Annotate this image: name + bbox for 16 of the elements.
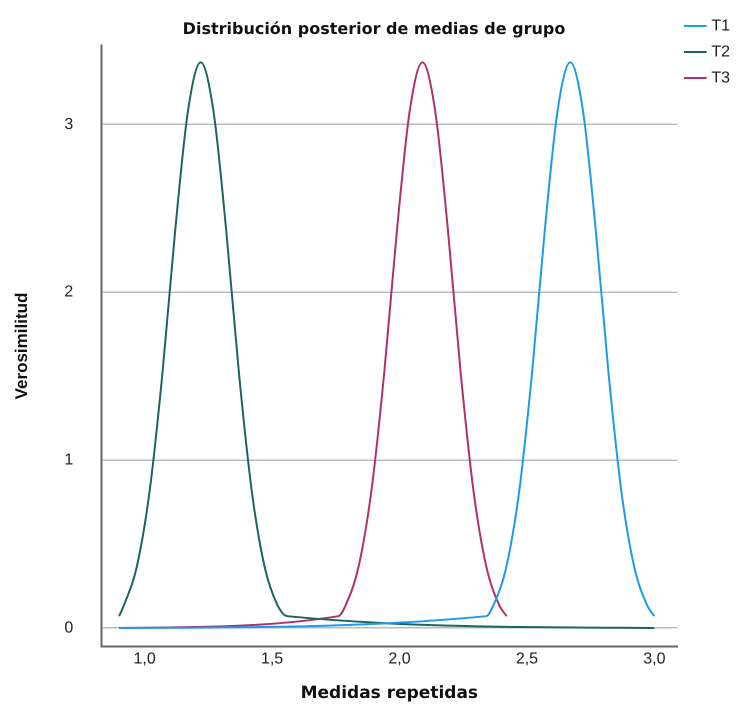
x-tick-label: 2,0 (388, 650, 411, 668)
y-tick-label: 2 (64, 284, 74, 301)
x-tick-label: 1,5 (260, 650, 284, 668)
x-axis-title: Medidas repetidas (300, 683, 478, 704)
line-series (118, 61, 656, 629)
legend-label: T3 (711, 69, 730, 86)
chart-title: Distribución posterior de medias de grupo (182, 19, 566, 38)
y-axis-title: Verosimilitud (12, 292, 31, 400)
y-tick-label: 1 (64, 452, 74, 469)
x-tick-label: 3,0 (643, 650, 666, 668)
x-tick-label: 2,5 (516, 650, 538, 668)
legend-label: T1 (711, 17, 730, 34)
x-tick-label: 1,0 (134, 650, 156, 668)
y-tick-label: 3 (64, 116, 74, 133)
legend-label: T2 (711, 43, 730, 60)
y-tick-label: 0 (64, 619, 74, 636)
